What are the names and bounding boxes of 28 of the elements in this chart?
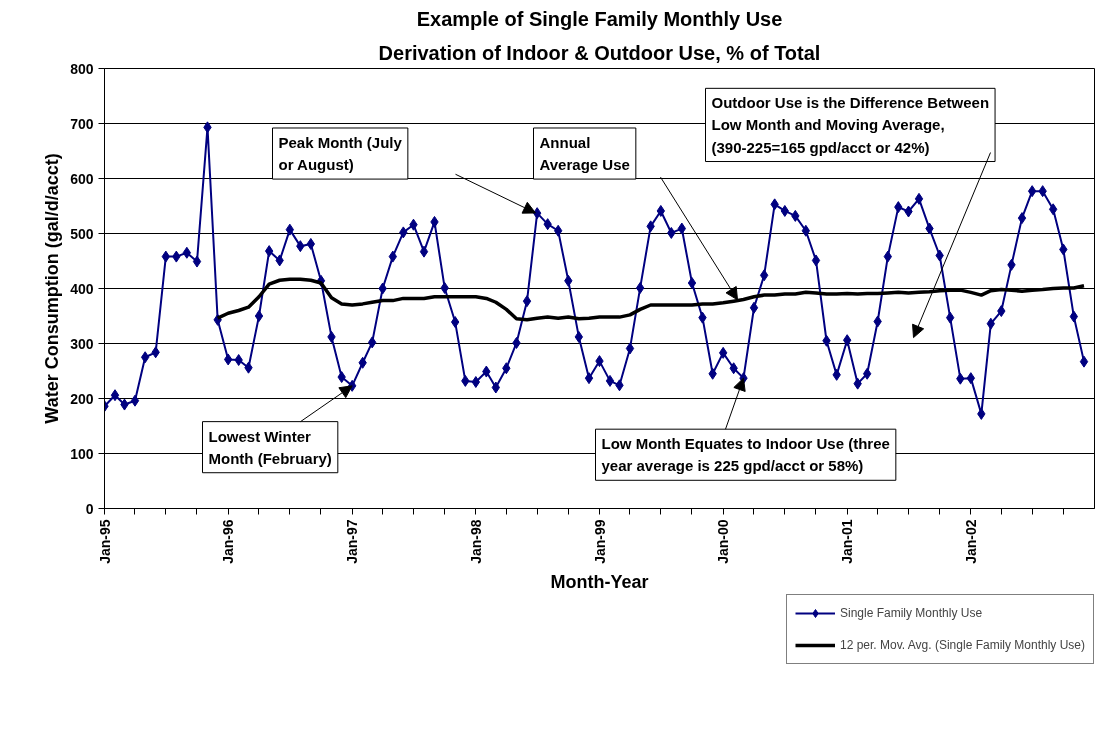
x-tick-label: Jan-02 [962,519,979,564]
x-tick-label: Jan-99 [591,519,608,564]
x-tick-label: Jan-96 [220,519,237,564]
y-tick-label: 500 [70,225,94,242]
chart-title: Example of Single Family Monthly Use [416,7,783,30]
y-tick-label: 100 [70,445,94,462]
x-axis-title: Month-Year [550,571,649,592]
x-tick-label: Jan-95 [96,519,113,564]
annotation: Annual Average Use [539,133,630,174]
chart-subtitle: Derivation of Indoor & Outdoor Use, % of Total [378,41,821,64]
annotation: Peak Month (July or August) [278,133,403,174]
y-tick-label: 800 [70,60,94,77]
y-tick-label: 400 [70,280,94,297]
legend-label: Single Family Monthly Use [840,606,983,620]
x-tick-label: Jan-01 [839,519,856,564]
annotation: Outdoor Use is the Difference Between Low Month and Moving Average, (390-225=165 gpd/acct or 42%) [711,94,990,156]
x-tick-label: Jan-97 [344,519,361,564]
y-tick-label: 600 [70,170,94,187]
y-tick-label: 200 [70,390,94,407]
x-tick-label: Jan-00 [715,519,732,564]
y-tick-label: 0 [85,500,94,517]
legend-label: 12 per. Mov. Avg. (Single Family Monthly Use) [840,638,1085,652]
y-tick-label: 700 [70,115,94,132]
y-tick-label: 300 [70,335,94,352]
x-tick-label: Jan-98 [467,519,484,564]
y-axis-title: Water Consumption (gal/d/acct) [42,153,63,424]
annotation: Lowest Winter Month (February) [208,427,332,467]
annotation: Low Month Equates to Indoor Use (three year average is 225 gpd/acct or 58%) [601,435,890,475]
